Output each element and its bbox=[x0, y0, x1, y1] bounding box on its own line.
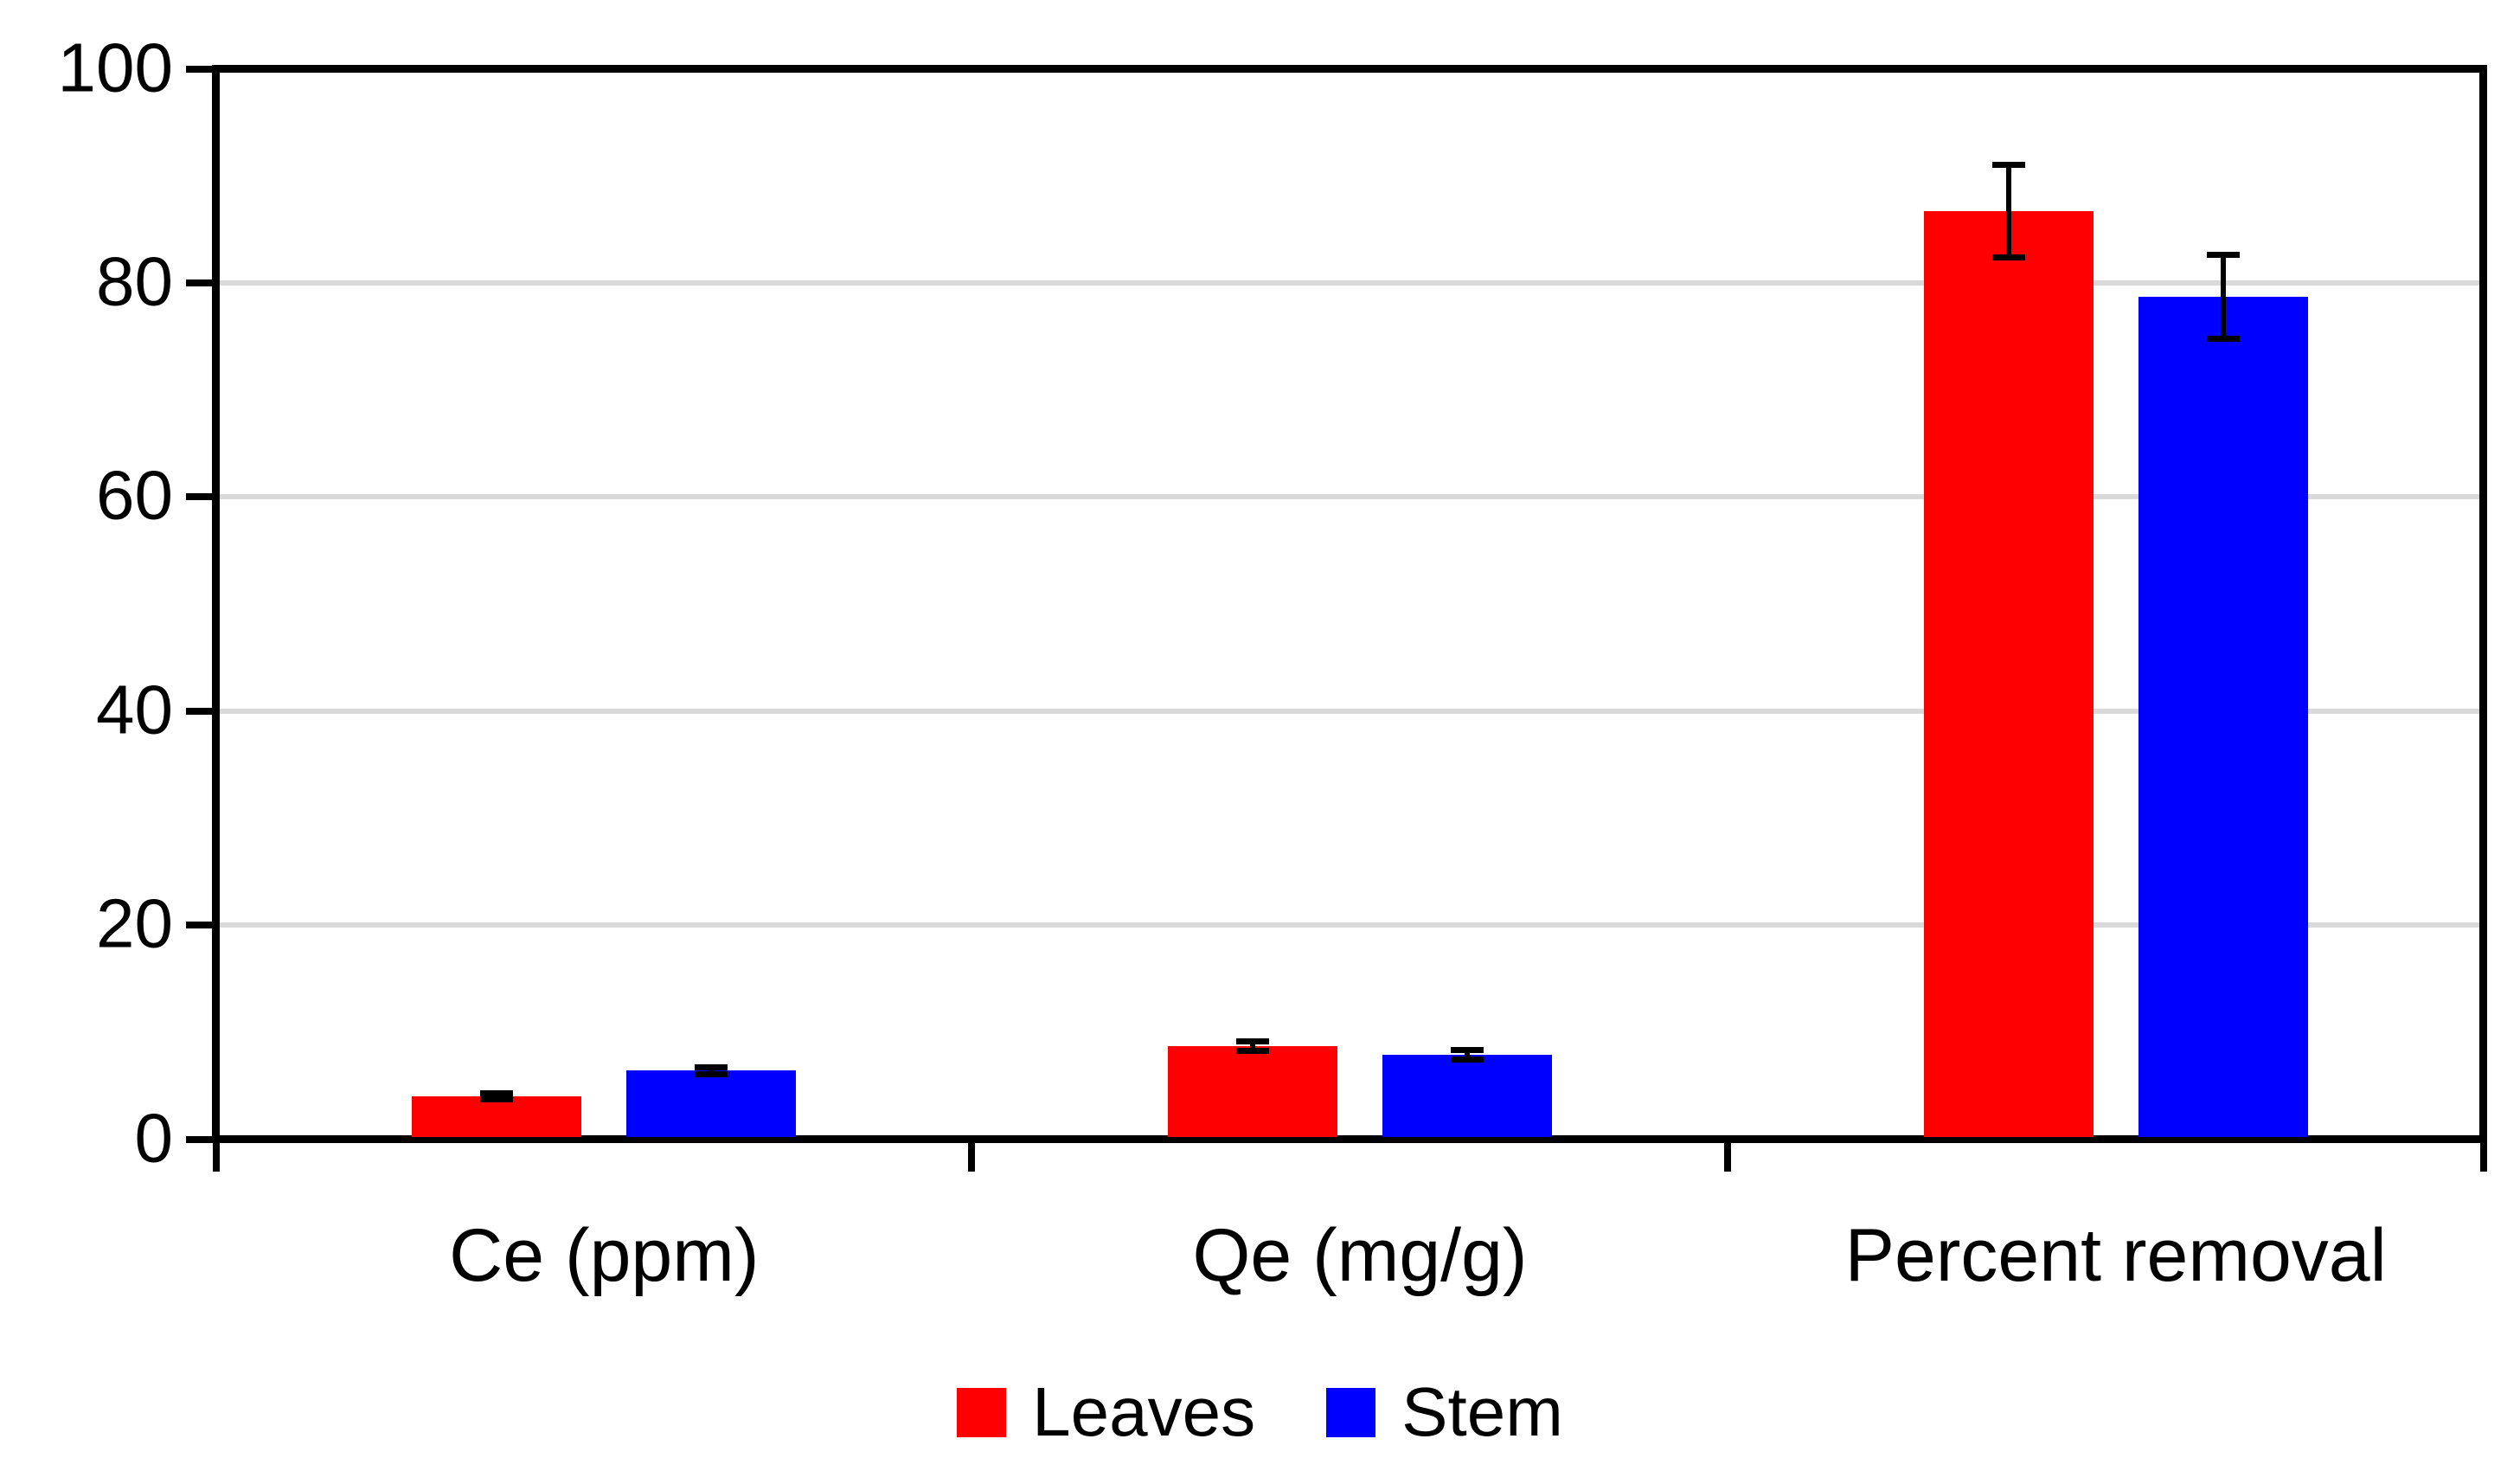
bar-leaves-qe-mg-g bbox=[1168, 1045, 1337, 1137]
bar-stem-qe-mg-g bbox=[1382, 1054, 1552, 1137]
x-axis-tick-3 bbox=[2479, 1143, 2487, 1172]
y-axis-tick-80 bbox=[186, 279, 212, 286]
error-bar-stem-ce-ppm bbox=[709, 1067, 715, 1075]
y-axis-tick-label-20: 20 bbox=[96, 884, 173, 962]
y-axis-tick-label-40: 40 bbox=[96, 671, 173, 748]
category-label-percent-removal: Percent removal bbox=[1844, 1214, 2387, 1297]
error-cap-high-stem-percent-removal bbox=[2206, 252, 2240, 259]
error-cap-low-leaves-percent-removal bbox=[1991, 254, 2025, 260]
plot-area bbox=[212, 65, 2487, 1143]
legend-label-leaves: Leaves bbox=[1032, 1373, 1256, 1450]
gridline-40 bbox=[220, 708, 2479, 714]
y-axis-tick-label-0: 0 bbox=[134, 1098, 174, 1176]
x-axis-tick-1 bbox=[968, 1143, 976, 1172]
x-axis-tick-0 bbox=[212, 1143, 220, 1172]
legend-item-leaves: Leaves bbox=[957, 1378, 1255, 1447]
error-cap-high-leaves-ce-ppm bbox=[480, 1089, 514, 1096]
error-cap-high-stem-qe-mg-g bbox=[1451, 1046, 1484, 1053]
legend-swatch-stem bbox=[1326, 1387, 1376, 1437]
error-bar-leaves-qe-mg-g bbox=[1250, 1041, 1255, 1051]
y-axis-tick-40 bbox=[186, 707, 212, 715]
error-cap-low-stem-percent-removal bbox=[2206, 335, 2240, 342]
y-axis-tick-100 bbox=[186, 65, 212, 73]
error-cap-low-leaves-qe-mg-g bbox=[1236, 1047, 1269, 1054]
category-label-qe-mg-g: Qe (mg/g) bbox=[1192, 1214, 1528, 1297]
y-axis-tick-0 bbox=[186, 1135, 212, 1143]
bar-stem-ce-ppm bbox=[626, 1070, 797, 1137]
error-bar-stem-percent-removal bbox=[2220, 254, 2226, 339]
bar-stem-percent-removal bbox=[2138, 296, 2308, 1137]
gridline-20 bbox=[220, 922, 2479, 928]
x-axis-tick-2 bbox=[1723, 1143, 1731, 1172]
category-label-ce-ppm: Ce (ppm) bbox=[449, 1214, 760, 1297]
error-cap-high-stem-ce-ppm bbox=[695, 1063, 728, 1070]
legend: Leaves Stem bbox=[0, 1378, 2520, 1447]
y-axis-tick-label-80: 80 bbox=[96, 242, 173, 320]
error-bar-leaves-percent-removal bbox=[2005, 164, 2011, 258]
bar-leaves-ce-ppm bbox=[412, 1096, 582, 1137]
legend-swatch-leaves bbox=[957, 1387, 1007, 1437]
legend-label-stem: Stem bbox=[1401, 1373, 1563, 1450]
error-cap-high-leaves-qe-mg-g bbox=[1236, 1037, 1269, 1044]
error-cap-low-stem-qe-mg-g bbox=[1451, 1056, 1484, 1063]
error-cap-high-leaves-percent-removal bbox=[1991, 162, 2025, 169]
gridline-60 bbox=[220, 494, 2479, 500]
y-axis-tick-60 bbox=[186, 493, 212, 501]
error-bar-leaves-ce-ppm bbox=[494, 1093, 500, 1100]
error-cap-low-stem-ce-ppm bbox=[695, 1070, 728, 1077]
y-axis-tick-20 bbox=[186, 922, 212, 929]
bar-leaves-percent-removal bbox=[1923, 211, 2094, 1137]
y-axis-tick-label-100: 100 bbox=[57, 28, 173, 106]
gridline-80 bbox=[220, 279, 2479, 286]
error-bar-stem-qe-mg-g bbox=[1465, 1050, 1470, 1060]
error-cap-low-leaves-ce-ppm bbox=[480, 1096, 514, 1103]
legend-item-stem: Stem bbox=[1326, 1378, 1563, 1447]
y-axis-tick-label-60: 60 bbox=[96, 456, 173, 534]
